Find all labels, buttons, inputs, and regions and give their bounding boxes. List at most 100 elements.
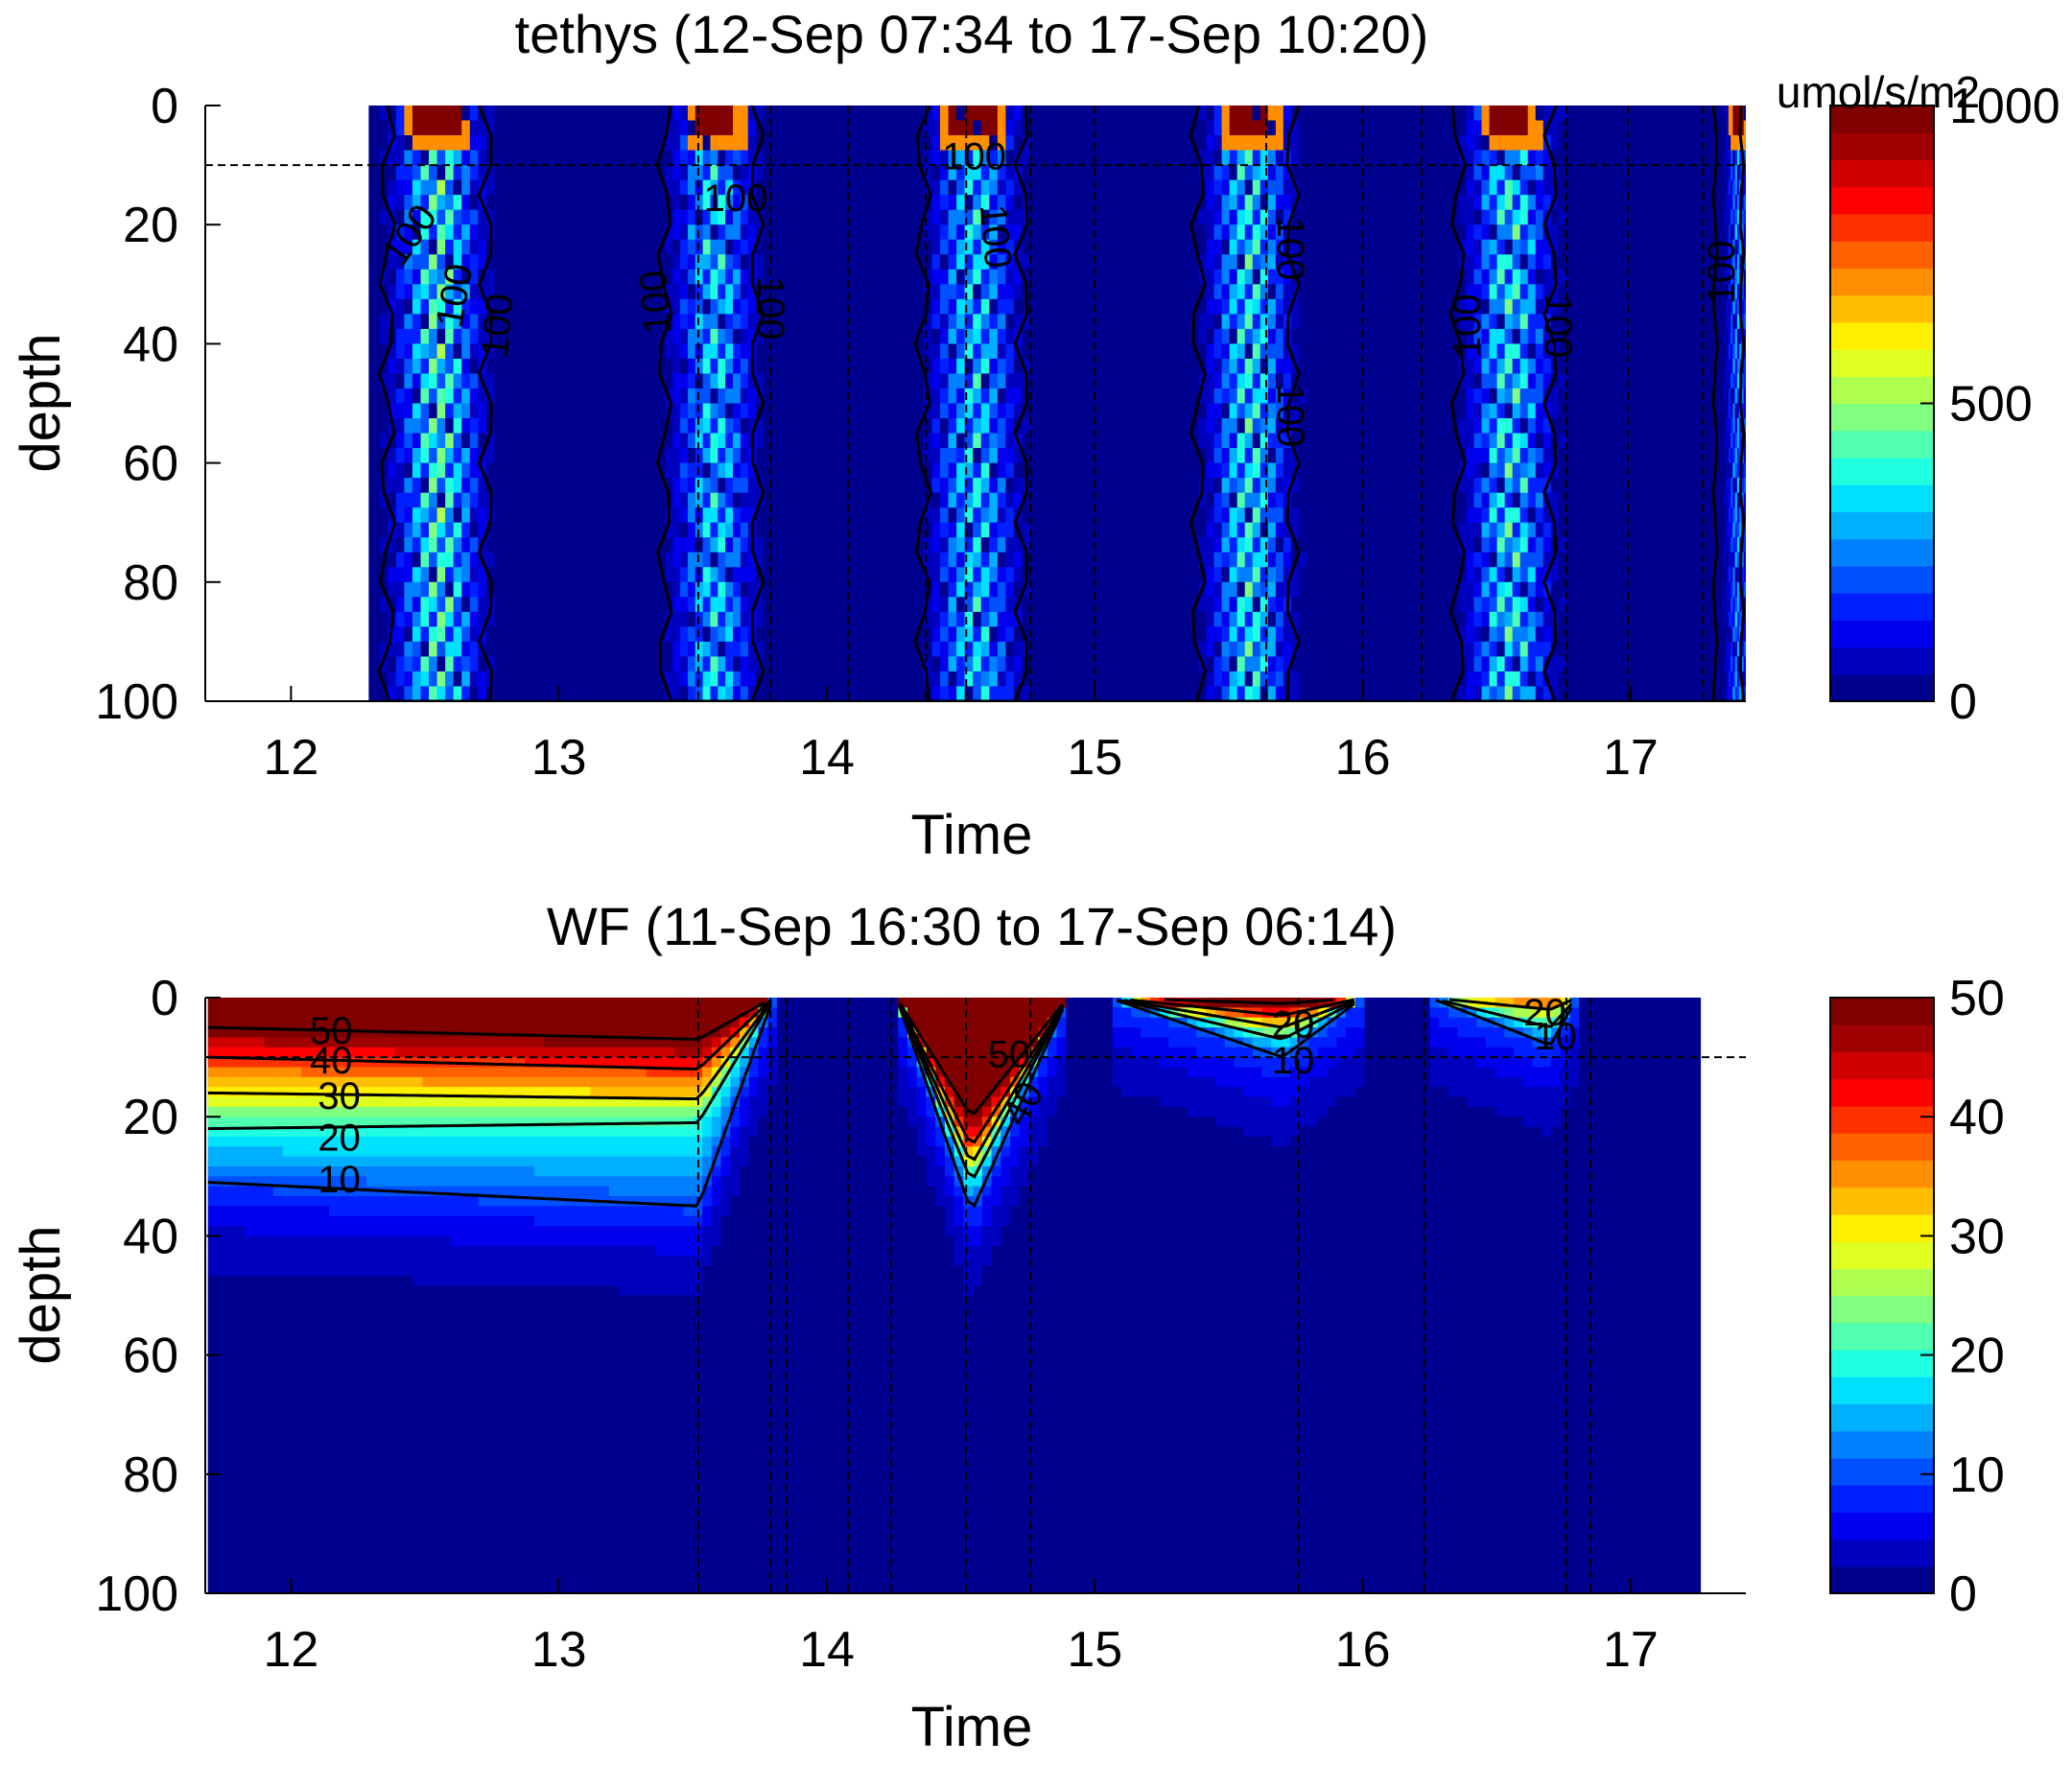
heatmap-cell [1229, 597, 1238, 613]
heatmap-cell [1473, 254, 1483, 271]
heatmap-cell [1722, 611, 1725, 627]
heatmap-cell [1481, 150, 1491, 166]
heatmap-cell [718, 507, 726, 524]
heatmap-cell [1743, 269, 1746, 285]
heatmap-cell [1005, 106, 1015, 122]
heatmap-cell [1728, 626, 1731, 643]
heatmap-cell [1719, 403, 1723, 419]
heatmap-cell [494, 448, 504, 464]
heatmap-cell [301, 1473, 312, 1485]
heatmap-cell [939, 552, 950, 568]
heatmap-cell [755, 106, 765, 122]
heatmap-cell [725, 343, 734, 360]
heatmap-cell [453, 106, 462, 122]
heatmap-cell [695, 135, 704, 152]
heatmap-cell [1734, 656, 1738, 672]
heatmap-cell [1236, 373, 1246, 389]
heatmap-cell [310, 1057, 321, 1069]
heatmap-cell [1458, 492, 1468, 508]
heatmap-cell [702, 581, 712, 598]
heatmap-cell [1731, 343, 1733, 360]
heatmap-cell [301, 998, 312, 1008]
heatmap-cell [282, 1514, 293, 1525]
heatmap-cell [733, 656, 742, 672]
heatmap-cell [319, 1087, 330, 1098]
heatmap-cell [1190, 686, 1200, 701]
heatmap-cell [292, 1553, 302, 1565]
heatmap-cell [1283, 209, 1292, 225]
heatmap-cell [404, 224, 413, 241]
heatmap-cell [710, 239, 718, 255]
heatmap-cell [1512, 552, 1521, 568]
heatmap-cell [469, 522, 479, 538]
heatmap-cell [264, 1414, 274, 1425]
heatmap-cell [292, 1156, 302, 1167]
heatmap-cell [964, 462, 974, 479]
heatmap-cell [264, 1067, 274, 1078]
heatmap-cell [429, 135, 438, 152]
heatmap-cell [997, 656, 1007, 672]
heatmap-cell [1726, 686, 1730, 701]
heatmap-cell [695, 537, 704, 553]
heatmap-cell [1743, 373, 1746, 389]
heatmap-cell [702, 358, 712, 375]
heatmap-cell [915, 492, 925, 508]
heatmap-cell [1717, 611, 1721, 627]
heatmap-cell [1206, 462, 1215, 479]
heatmap-cell [906, 656, 916, 672]
heatmap-cell [964, 597, 974, 613]
heatmap-cell [357, 1414, 367, 1425]
heatmap-cell [1275, 284, 1284, 300]
heatmap-cell [494, 195, 504, 211]
heatmap-cell [649, 656, 659, 672]
heatmap-cell [948, 418, 957, 435]
heatmap-cell [1267, 328, 1277, 344]
heatmap-cell [1512, 224, 1521, 241]
heatmap-cell [1466, 150, 1475, 166]
heatmap-cell [404, 358, 413, 375]
heatmap-cell [429, 552, 438, 568]
heatmap-cell [357, 1553, 367, 1565]
heatmap-cell [1458, 522, 1468, 538]
heatmap-cell [1743, 209, 1746, 225]
heatmap-cell [1724, 388, 1728, 405]
heatmap-cell [1719, 478, 1723, 494]
heatmap-cell [371, 179, 381, 196]
heatmap-cell [461, 284, 471, 300]
heatmap-cell [1298, 106, 1307, 122]
heatmap-cell [461, 328, 471, 344]
heatmap-cell [272, 1533, 284, 1544]
heatmap-cell [702, 254, 712, 271]
heatmap-cell [272, 1236, 284, 1247]
heatmap-cell [436, 209, 446, 225]
heatmap-cell [1213, 581, 1223, 598]
heatmap-cell [1732, 656, 1736, 672]
heatmap-cell [1022, 343, 1031, 360]
heatmap-cell [469, 492, 479, 508]
heatmap-cell [680, 626, 689, 643]
heatmap-cell [338, 1037, 349, 1048]
heatmap-cell [254, 1136, 265, 1147]
heatmap-cell [1283, 179, 1292, 196]
heatmap-cell [763, 224, 771, 241]
heatmap-cell [906, 165, 916, 181]
heatmap-cell [469, 418, 479, 435]
heatmap-cell [1260, 537, 1269, 553]
heatmap-cell [1726, 284, 1730, 300]
heatmap-cell [1450, 403, 1460, 419]
heatmap-cell [1466, 106, 1475, 122]
heatmap-cell [310, 1165, 321, 1177]
heatmap-cell [1732, 507, 1736, 524]
heatmap-cell [763, 209, 771, 225]
heatmap-cell [207, 1473, 219, 1485]
heatmap-cell [973, 448, 982, 464]
heatmap-cell [420, 328, 430, 344]
heatmap-cell [980, 314, 990, 330]
heatmap-cell [718, 179, 726, 196]
heatmap-cell [973, 641, 982, 658]
heatmap-cell [1710, 418, 1714, 435]
heatmap-cell [347, 1027, 358, 1038]
heatmap-cell [718, 195, 726, 211]
heatmap-cell [1719, 284, 1723, 300]
heatmap-cell [282, 1165, 293, 1177]
